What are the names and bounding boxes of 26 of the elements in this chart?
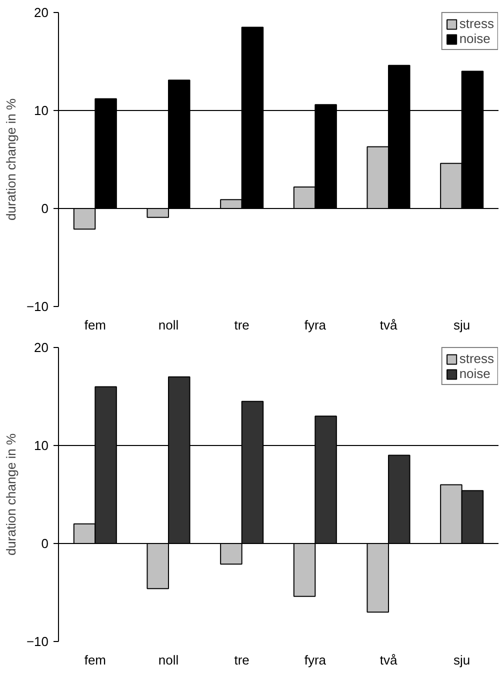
legend-label: noise — [459, 366, 490, 381]
x-tick-label: två — [380, 652, 398, 668]
x-tick-label: två — [380, 318, 398, 332]
y-axis-title: duration change in % — [3, 98, 18, 221]
y-tick-label: 0 — [41, 201, 49, 216]
x-tick-label: fem — [84, 318, 106, 332]
x-tick-label: noll — [158, 318, 179, 332]
y-tick-label: 20 — [34, 340, 49, 355]
y-axis-title: duration change in % — [3, 432, 18, 556]
legend-label: stress — [459, 16, 494, 31]
x-tick-label: tre — [234, 318, 250, 332]
y-tick-label: 20 — [34, 5, 49, 20]
x-tick-label: sju — [454, 318, 470, 332]
x-tick-label: fyra — [304, 318, 327, 332]
x-tick-label: tre — [234, 652, 250, 668]
x-tick-label: fem — [84, 652, 106, 668]
legend-label: stress — [459, 351, 494, 366]
legend-label: noise — [459, 31, 490, 46]
x-tick-label: fyra — [304, 652, 327, 668]
y-tick-label: −10 — [26, 634, 49, 649]
x-tick-label: noll — [158, 652, 179, 668]
y-tick-label: 10 — [34, 103, 49, 118]
y-tick-label: 10 — [34, 438, 49, 453]
x-tick-label: sju — [454, 652, 470, 668]
y-tick-label: −10 — [26, 299, 49, 314]
y-tick-label: 0 — [41, 536, 49, 551]
